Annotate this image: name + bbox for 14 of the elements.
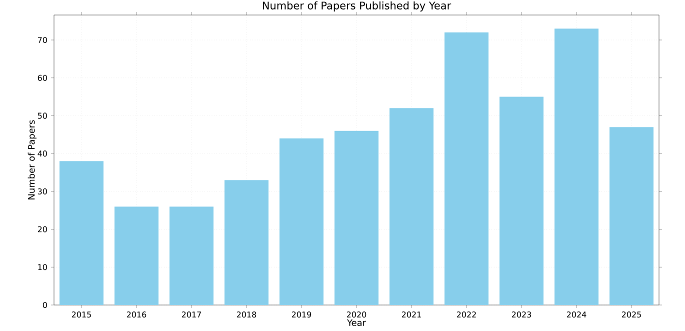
bar — [390, 108, 434, 305]
y-axis-title: Number of Papers — [28, 120, 36, 200]
bar — [114, 206, 159, 305]
bar — [280, 138, 324, 305]
bar — [334, 130, 379, 305]
bar — [610, 127, 654, 305]
bar — [500, 96, 544, 305]
bar — [170, 206, 214, 305]
x-axis-title: Year — [346, 319, 366, 326]
bar — [554, 28, 599, 305]
bar — [444, 32, 489, 305]
bar — [224, 180, 269, 305]
chart-title: Number of Papers Published by Year — [262, 1, 452, 12]
bar — [60, 161, 104, 305]
